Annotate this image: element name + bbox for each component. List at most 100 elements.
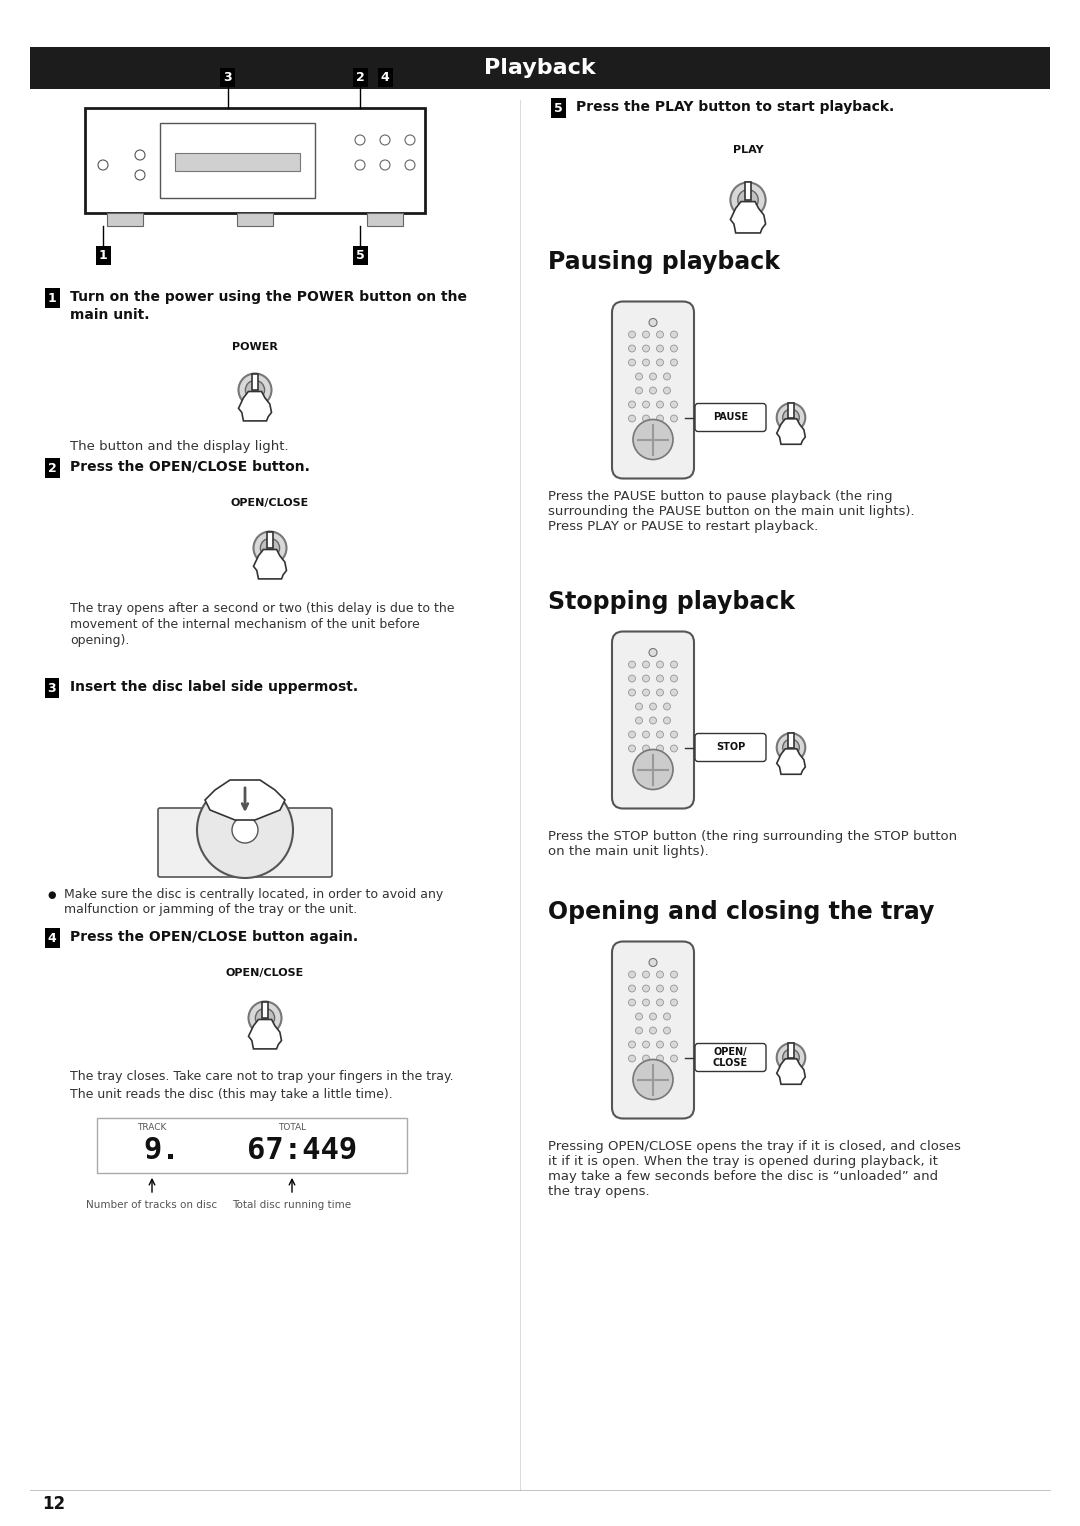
Circle shape	[635, 1027, 643, 1035]
Circle shape	[643, 415, 649, 423]
FancyBboxPatch shape	[612, 942, 694, 1119]
Text: 5: 5	[554, 102, 563, 114]
Circle shape	[629, 1000, 635, 1006]
Circle shape	[248, 1001, 282, 1035]
Text: Make sure the disc is centrally located, in order to avoid any
malfunction or ja: Make sure the disc is centrally located,…	[64, 888, 443, 916]
Text: Opening and closing the tray: Opening and closing the tray	[548, 900, 934, 925]
Circle shape	[657, 1000, 663, 1006]
Polygon shape	[730, 201, 766, 233]
Circle shape	[380, 160, 390, 169]
Circle shape	[643, 401, 649, 407]
FancyBboxPatch shape	[158, 807, 332, 877]
Circle shape	[671, 331, 677, 337]
Text: POWER: POWER	[232, 342, 278, 353]
Circle shape	[671, 1000, 677, 1006]
Polygon shape	[788, 1044, 794, 1058]
Circle shape	[671, 345, 677, 353]
Circle shape	[643, 359, 649, 366]
Circle shape	[657, 1070, 663, 1076]
Circle shape	[255, 1009, 274, 1027]
Text: 5: 5	[355, 249, 364, 262]
Circle shape	[635, 1013, 643, 1019]
FancyBboxPatch shape	[612, 302, 694, 479]
Circle shape	[649, 319, 657, 327]
Circle shape	[629, 331, 635, 337]
Circle shape	[657, 690, 663, 696]
Circle shape	[629, 731, 635, 739]
Circle shape	[663, 372, 671, 380]
Bar	[160, 122, 315, 197]
Text: OPEN/
CLOSE: OPEN/ CLOSE	[713, 1047, 748, 1068]
Text: 1: 1	[98, 249, 107, 262]
Text: opening).: opening).	[70, 633, 130, 647]
Circle shape	[649, 717, 657, 723]
Circle shape	[649, 388, 657, 394]
Circle shape	[657, 971, 663, 978]
Circle shape	[671, 674, 677, 682]
Circle shape	[633, 420, 673, 459]
Circle shape	[629, 1054, 635, 1062]
Circle shape	[643, 1041, 649, 1048]
Circle shape	[671, 971, 677, 978]
Text: Playback: Playback	[484, 58, 596, 78]
Text: 9.: 9.	[144, 1135, 180, 1164]
Text: PAUSE: PAUSE	[713, 412, 748, 423]
Text: Number of tracks on disc: Number of tracks on disc	[86, 1199, 217, 1210]
Text: OPEN/CLOSE: OPEN/CLOSE	[226, 967, 305, 978]
Circle shape	[629, 401, 635, 407]
Text: TOTAL: TOTAL	[278, 1123, 306, 1132]
Text: Press the STOP button (the ring surrounding the STOP button
on the main unit lig: Press the STOP button (the ring surround…	[548, 830, 957, 858]
Text: The tray opens after a second or two (this delay is due to the: The tray opens after a second or two (th…	[70, 601, 455, 615]
FancyBboxPatch shape	[612, 632, 694, 809]
Circle shape	[671, 731, 677, 739]
Text: Total disc running time: Total disc running time	[232, 1199, 352, 1210]
Circle shape	[405, 134, 415, 145]
Circle shape	[649, 703, 657, 710]
Circle shape	[663, 717, 671, 723]
Circle shape	[633, 1059, 673, 1100]
Circle shape	[657, 331, 663, 337]
Circle shape	[629, 359, 635, 366]
Circle shape	[643, 984, 649, 992]
Bar	[97, 1119, 407, 1173]
Polygon shape	[777, 418, 806, 444]
Text: Stopping playback: Stopping playback	[548, 591, 795, 613]
Circle shape	[657, 745, 663, 752]
Circle shape	[629, 674, 635, 682]
Text: 4: 4	[380, 72, 390, 84]
Circle shape	[649, 1027, 657, 1035]
Circle shape	[649, 372, 657, 380]
Circle shape	[260, 539, 280, 557]
Circle shape	[629, 984, 635, 992]
Circle shape	[657, 674, 663, 682]
Polygon shape	[788, 732, 794, 748]
Circle shape	[657, 1054, 663, 1062]
Circle shape	[657, 359, 663, 366]
Polygon shape	[205, 780, 285, 819]
Circle shape	[635, 717, 643, 723]
Circle shape	[98, 160, 108, 169]
Circle shape	[135, 169, 145, 180]
Circle shape	[671, 359, 677, 366]
Circle shape	[643, 429, 649, 436]
Bar	[367, 212, 403, 226]
Circle shape	[657, 429, 663, 436]
Circle shape	[671, 661, 677, 668]
Circle shape	[629, 345, 635, 353]
Polygon shape	[788, 403, 794, 418]
Text: Insert the disc label side uppermost.: Insert the disc label side uppermost.	[70, 681, 359, 694]
Circle shape	[254, 531, 286, 565]
Polygon shape	[261, 1001, 268, 1018]
Circle shape	[629, 661, 635, 668]
Circle shape	[657, 984, 663, 992]
Circle shape	[657, 1041, 663, 1048]
Text: movement of the internal mechanism of the unit before: movement of the internal mechanism of th…	[70, 618, 420, 630]
Circle shape	[643, 758, 649, 766]
Circle shape	[657, 401, 663, 407]
Circle shape	[657, 661, 663, 668]
Circle shape	[643, 331, 649, 337]
Text: TRACK: TRACK	[137, 1123, 166, 1132]
Circle shape	[643, 971, 649, 978]
Text: Pausing playback: Pausing playback	[548, 250, 780, 275]
Bar	[107, 212, 143, 226]
